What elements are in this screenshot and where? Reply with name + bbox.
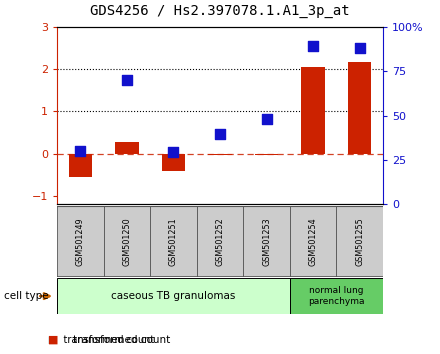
Text: GSM501253: GSM501253 [262, 217, 271, 266]
Point [216, 131, 224, 137]
Bar [255, 154, 278, 155]
Bar [301, 67, 325, 154]
Point [170, 149, 177, 155]
Text: GDS4256 / Hs2.397078.1.A1_3p_at: GDS4256 / Hs2.397078.1.A1_3p_at [90, 4, 350, 18]
Text: transformed count: transformed count [73, 335, 170, 345]
Bar [115, 142, 139, 154]
Point [356, 45, 363, 51]
Bar [162, 154, 185, 171]
Bar [290, 206, 336, 276]
Text: cell type: cell type [4, 291, 49, 301]
Bar [348, 62, 371, 154]
Point [309, 43, 316, 49]
Bar [57, 206, 104, 276]
Bar [209, 154, 231, 155]
Text: GSM501249: GSM501249 [76, 217, 85, 266]
Point [124, 77, 131, 82]
Text: GSM501252: GSM501252 [216, 217, 224, 266]
Point [263, 116, 270, 122]
Text: ■  transformed count: ■ transformed count [48, 335, 154, 345]
Bar [290, 278, 383, 314]
Bar [104, 206, 150, 276]
Text: caseous TB granulomas: caseous TB granulomas [111, 291, 236, 301]
Bar [197, 206, 243, 276]
Bar [57, 278, 290, 314]
Text: GSM501254: GSM501254 [308, 217, 318, 266]
Text: normal lung
parenchyma: normal lung parenchyma [308, 286, 364, 306]
Text: ■: ■ [48, 335, 59, 345]
Text: GSM501251: GSM501251 [169, 217, 178, 266]
Bar [336, 206, 383, 276]
Bar [69, 154, 92, 177]
Bar [243, 206, 290, 276]
Text: GSM501255: GSM501255 [355, 217, 364, 266]
Bar [150, 206, 197, 276]
Text: GSM501250: GSM501250 [122, 217, 132, 266]
Point [77, 148, 84, 153]
